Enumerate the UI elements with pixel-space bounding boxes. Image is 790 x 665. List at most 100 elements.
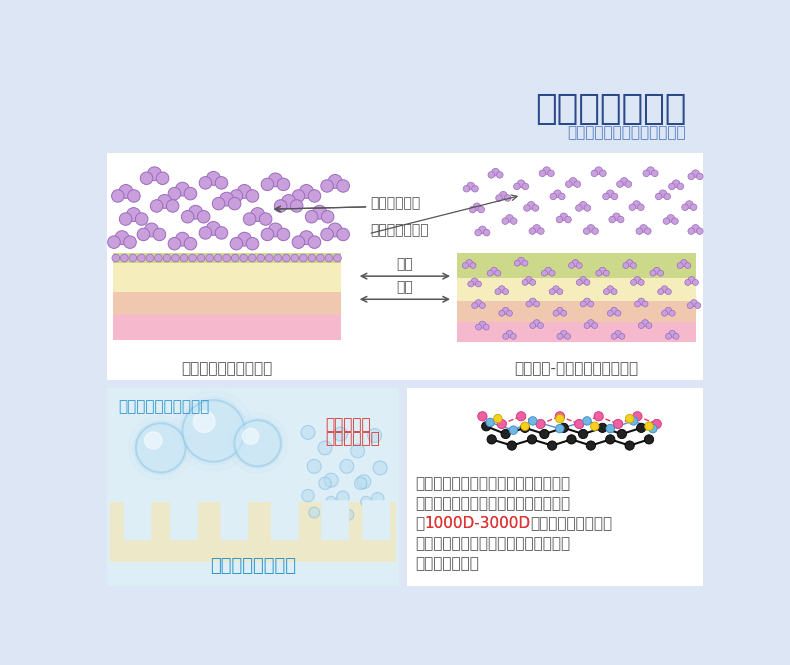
Circle shape bbox=[506, 311, 513, 316]
Circle shape bbox=[274, 200, 287, 212]
Circle shape bbox=[580, 277, 587, 283]
Circle shape bbox=[198, 211, 210, 223]
Circle shape bbox=[473, 203, 481, 211]
Circle shape bbox=[630, 279, 637, 285]
Circle shape bbox=[665, 333, 672, 339]
Circle shape bbox=[175, 232, 190, 246]
Circle shape bbox=[553, 311, 559, 316]
Circle shape bbox=[625, 441, 634, 450]
Circle shape bbox=[112, 254, 119, 262]
Circle shape bbox=[645, 228, 651, 234]
Circle shape bbox=[584, 298, 590, 305]
Circle shape bbox=[643, 170, 649, 177]
Circle shape bbox=[158, 195, 171, 208]
FancyBboxPatch shape bbox=[322, 500, 349, 540]
Circle shape bbox=[479, 226, 487, 234]
Text: 小分子胶原蛋白: 小分子胶原蛋白 bbox=[535, 92, 687, 126]
Circle shape bbox=[555, 424, 564, 433]
Circle shape bbox=[317, 254, 324, 262]
Circle shape bbox=[299, 231, 314, 245]
Circle shape bbox=[665, 289, 672, 295]
Circle shape bbox=[604, 270, 609, 276]
Circle shape bbox=[198, 254, 205, 262]
Circle shape bbox=[328, 223, 342, 237]
Circle shape bbox=[180, 254, 188, 262]
Circle shape bbox=[182, 400, 244, 462]
Circle shape bbox=[592, 228, 599, 234]
Circle shape bbox=[468, 281, 474, 287]
Circle shape bbox=[510, 333, 517, 339]
Circle shape bbox=[282, 195, 295, 208]
Circle shape bbox=[171, 254, 179, 262]
FancyBboxPatch shape bbox=[107, 153, 703, 380]
Circle shape bbox=[617, 430, 626, 439]
Circle shape bbox=[647, 167, 654, 174]
FancyBboxPatch shape bbox=[457, 253, 695, 278]
Circle shape bbox=[532, 225, 540, 232]
Circle shape bbox=[115, 231, 129, 245]
Circle shape bbox=[230, 190, 243, 202]
Circle shape bbox=[325, 496, 337, 507]
Circle shape bbox=[680, 259, 687, 267]
Circle shape bbox=[269, 223, 283, 237]
Circle shape bbox=[547, 441, 557, 450]
Circle shape bbox=[308, 254, 316, 262]
Circle shape bbox=[194, 411, 215, 432]
Circle shape bbox=[634, 277, 641, 283]
Circle shape bbox=[588, 320, 594, 327]
Circle shape bbox=[630, 417, 638, 425]
Circle shape bbox=[182, 400, 244, 462]
Circle shape bbox=[153, 228, 166, 241]
Circle shape bbox=[318, 441, 332, 455]
Circle shape bbox=[230, 237, 243, 250]
Circle shape bbox=[466, 259, 472, 267]
Circle shape bbox=[661, 311, 668, 316]
Circle shape bbox=[259, 213, 272, 225]
Circle shape bbox=[361, 496, 371, 507]
Circle shape bbox=[522, 260, 528, 266]
Circle shape bbox=[584, 205, 591, 211]
Circle shape bbox=[137, 254, 145, 262]
Circle shape bbox=[677, 183, 683, 190]
Circle shape bbox=[472, 303, 478, 309]
FancyBboxPatch shape bbox=[107, 388, 400, 587]
Circle shape bbox=[517, 412, 526, 421]
Circle shape bbox=[685, 263, 690, 269]
FancyBboxPatch shape bbox=[113, 263, 341, 293]
Circle shape bbox=[167, 200, 179, 212]
Circle shape bbox=[476, 324, 481, 330]
Circle shape bbox=[522, 279, 528, 285]
Circle shape bbox=[673, 333, 679, 339]
Circle shape bbox=[504, 195, 511, 201]
Circle shape bbox=[199, 177, 212, 189]
Circle shape bbox=[514, 183, 520, 190]
Circle shape bbox=[626, 414, 634, 423]
Circle shape bbox=[596, 270, 602, 276]
Circle shape bbox=[235, 420, 281, 466]
Circle shape bbox=[672, 180, 680, 188]
Text: 真皮: 真皮 bbox=[397, 280, 413, 294]
Circle shape bbox=[653, 267, 660, 274]
Circle shape bbox=[502, 218, 509, 224]
Circle shape bbox=[321, 228, 333, 241]
Circle shape bbox=[301, 426, 315, 440]
Circle shape bbox=[600, 170, 606, 177]
Circle shape bbox=[333, 427, 348, 441]
Circle shape bbox=[693, 279, 698, 285]
Circle shape bbox=[257, 254, 265, 262]
Circle shape bbox=[173, 391, 254, 471]
Circle shape bbox=[608, 311, 613, 316]
Circle shape bbox=[506, 331, 513, 337]
Circle shape bbox=[337, 491, 349, 503]
Circle shape bbox=[521, 423, 529, 432]
Circle shape bbox=[595, 167, 603, 174]
Circle shape bbox=[274, 254, 282, 262]
Circle shape bbox=[124, 236, 137, 249]
Circle shape bbox=[199, 227, 212, 239]
Circle shape bbox=[557, 333, 563, 339]
Circle shape bbox=[611, 333, 617, 339]
Circle shape bbox=[305, 211, 318, 223]
Circle shape bbox=[243, 428, 259, 444]
Circle shape bbox=[343, 509, 354, 520]
Circle shape bbox=[574, 181, 581, 188]
